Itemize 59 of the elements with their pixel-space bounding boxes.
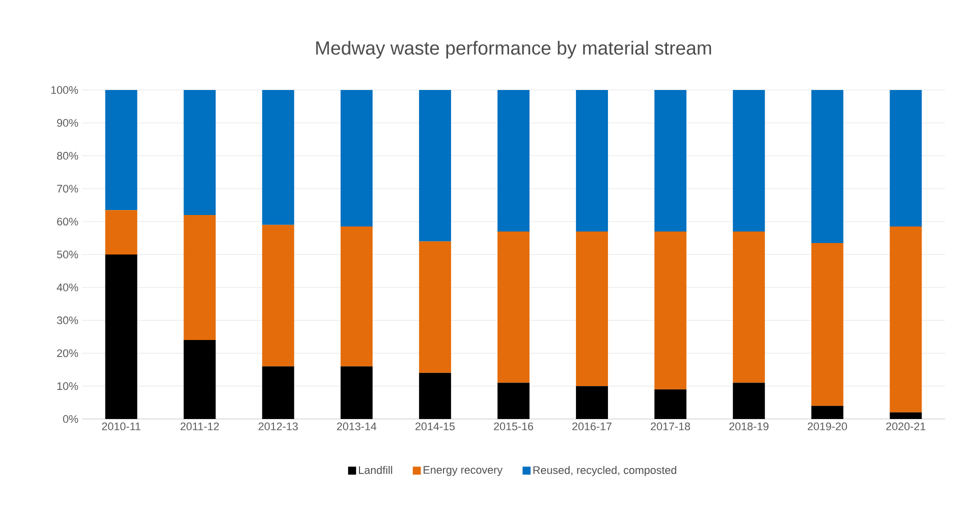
bar [732, 90, 765, 232]
bar [654, 90, 686, 232]
x-tick-label: 2010-11 [102, 422, 140, 430]
bar [184, 340, 216, 419]
bar [576, 386, 608, 419]
bar [498, 90, 530, 232]
bar [890, 90, 922, 227]
x-tick-label: 2011-12 [180, 422, 219, 430]
y-tick-label: 70% [57, 184, 78, 193]
x-tick-label: 2017-18 [650, 422, 690, 430]
bar [654, 389, 686, 419]
bar [262, 90, 294, 225]
y-tick-label: 40% [56, 284, 78, 292]
x-tick-label: 2015-16 [494, 422, 534, 430]
bar [890, 226, 922, 412]
y-tick-label: 20% [57, 349, 78, 358]
bar [105, 210, 138, 254]
legend-label: Reused, recycled, composted [533, 466, 676, 476]
x-tick-label: 2020-21 [886, 422, 926, 430]
bar [732, 382, 765, 419]
x-tick-label: 2016-17 [572, 422, 612, 430]
y-tick-label: 60% [57, 218, 78, 226]
bar [105, 254, 138, 419]
y-tick-label: 90% [57, 119, 78, 127]
x-tick-label: 2019-20 [808, 422, 847, 430]
bar [340, 90, 373, 227]
bar [576, 231, 608, 386]
bar [340, 366, 373, 419]
x-tick-label: 2018-19 [729, 422, 768, 430]
bar [811, 90, 844, 243]
legend-label: Landfill [358, 466, 392, 474]
bar [811, 406, 844, 419]
x-tick-label: 2014-15 [415, 422, 455, 430]
bar [419, 372, 452, 419]
x-tick-label: 2013-14 [337, 422, 376, 430]
y-tick-label: 50% [56, 250, 78, 258]
y-tick-label: 10% [57, 382, 78, 390]
bar [890, 412, 922, 419]
bar [262, 224, 294, 366]
y-tick-label: 0% [63, 415, 78, 423]
x-tick-label: 2012-13 [258, 422, 298, 430]
bar [732, 231, 765, 383]
y-tick-label: 80% [57, 152, 78, 160]
y-tick-label: 100% [51, 86, 78, 94]
chart-title: Medway waste performance by material stream [316, 40, 712, 58]
bar [419, 241, 452, 373]
bar [184, 215, 216, 340]
bar [811, 242, 844, 406]
bar [340, 226, 373, 366]
bar [498, 231, 530, 383]
bar [576, 90, 608, 232]
bar [262, 366, 294, 419]
bar [419, 90, 452, 242]
bar [498, 382, 530, 419]
legend-label: Energy recovery [424, 466, 503, 476]
y-tick-label: 30% [56, 316, 78, 324]
bar [654, 231, 686, 390]
bar [184, 90, 216, 216]
bar [105, 90, 138, 210]
